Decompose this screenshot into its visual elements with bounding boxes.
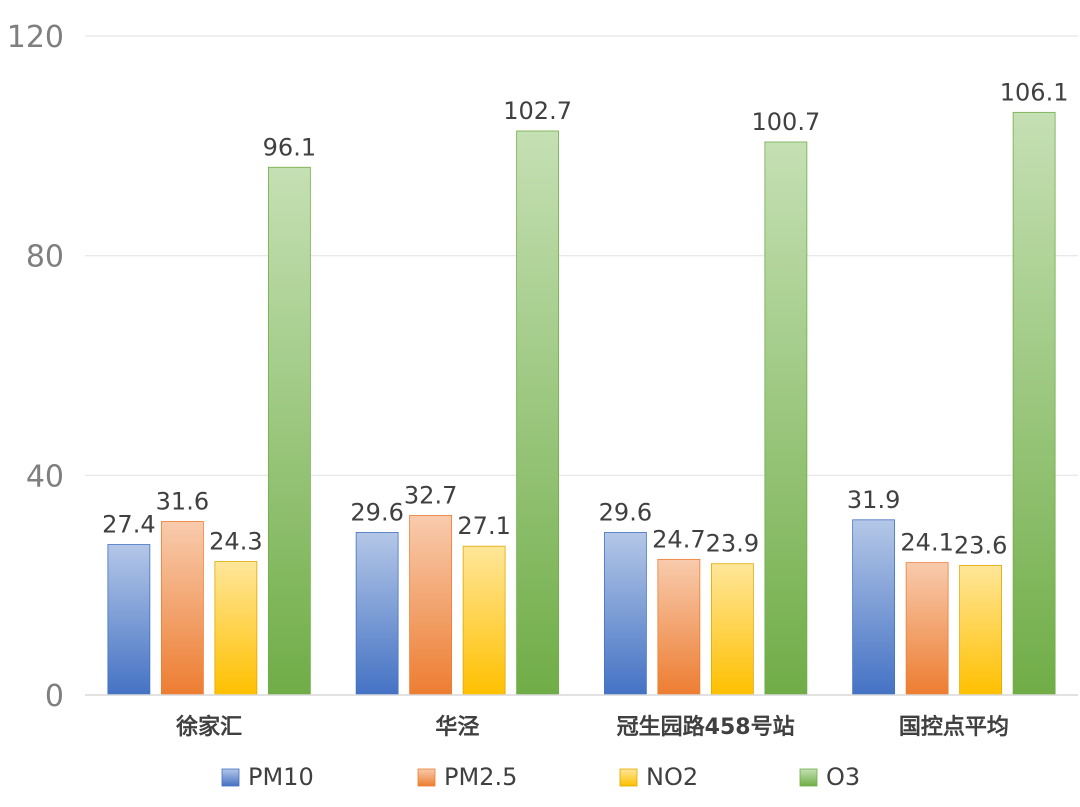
data-label: 24.1 — [900, 529, 953, 557]
data-label: 96.1 — [263, 133, 316, 161]
bar-o3-0 — [267, 166, 311, 696]
bar-no2-2 — [710, 563, 754, 696]
data-label: 102.7 — [503, 97, 572, 125]
y-tick-label: 0 — [45, 679, 64, 714]
bars — [107, 111, 1056, 696]
data-labels: 27.431.624.396.129.632.727.1102.729.624.… — [102, 78, 1068, 559]
category-label: 国控点平均 — [899, 714, 1009, 740]
bar-o3-1 — [516, 130, 560, 696]
legend-label: O3 — [826, 763, 860, 791]
category-labels: 徐家汇 华泾 冠生园路458号站 国控点平均 — [175, 714, 1009, 740]
data-label: 24.7 — [652, 525, 705, 553]
bar-pm25-0 — [160, 521, 204, 696]
y-axis-ticks: 0 40 80 120 — [7, 20, 64, 714]
legend-label: PM10 — [248, 763, 314, 791]
bar-pm10-2 — [603, 532, 647, 696]
data-label: 29.6 — [599, 498, 652, 526]
bar-no2-1 — [462, 545, 506, 696]
data-label: 106.1 — [1000, 78, 1069, 106]
data-label: 29.6 — [350, 498, 403, 526]
y-tick-label: 120 — [7, 20, 64, 55]
legend-label: PM2.5 — [444, 763, 517, 791]
bar-pm10-1 — [355, 532, 399, 696]
data-label: 24.3 — [209, 528, 262, 556]
category-label: 冠生园路458号站 — [617, 714, 795, 740]
data-label: 23.6 — [954, 531, 1007, 559]
data-label: 23.9 — [706, 530, 759, 558]
legend: PM10 PM2.5 NO2 O3 — [221, 763, 860, 791]
data-label: 27.1 — [457, 512, 510, 540]
category-label: 徐家汇 — [175, 714, 242, 740]
data-label: 100.7 — [752, 108, 821, 136]
data-label: 27.4 — [102, 511, 155, 539]
y-tick-label: 40 — [26, 459, 64, 494]
bar-pm25-3 — [905, 562, 949, 696]
bar-pm25-2 — [657, 558, 701, 696]
bar-pm10-3 — [852, 519, 896, 696]
bar-no2-0 — [214, 561, 258, 696]
legend-swatch-pm25 — [417, 768, 436, 787]
bar-pm25-1 — [409, 515, 453, 696]
bar-pm10-0 — [107, 544, 151, 696]
bar-o3-3 — [1012, 111, 1056, 696]
legend-swatch-o3 — [799, 768, 818, 787]
legend-swatch-pm10 — [221, 768, 240, 787]
category-label: 华泾 — [435, 714, 479, 740]
legend-label: NO2 — [646, 763, 698, 791]
gridlines — [85, 35, 1078, 476]
bar-no2-3 — [959, 564, 1003, 696]
data-label: 31.9 — [847, 486, 900, 514]
data-label: 32.7 — [404, 481, 457, 509]
bar-o3-2 — [764, 141, 808, 696]
y-tick-label: 80 — [26, 240, 64, 275]
legend-swatch-no2 — [619, 768, 638, 787]
data-label: 31.6 — [156, 487, 209, 515]
